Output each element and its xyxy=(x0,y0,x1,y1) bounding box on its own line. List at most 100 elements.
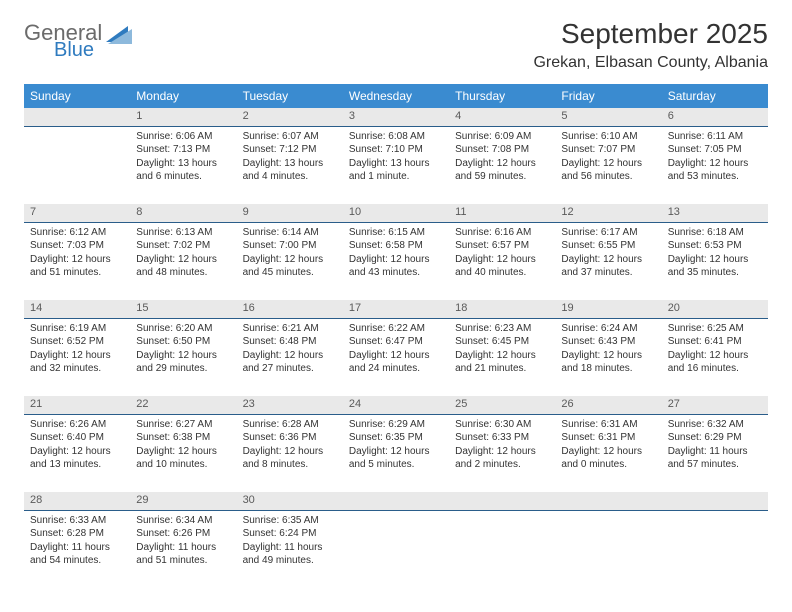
day-content-cell: Sunrise: 6:32 AMSunset: 6:29 PMDaylight:… xyxy=(662,414,768,492)
sunrise-line: Sunrise: 6:27 AM xyxy=(136,418,230,432)
sunset-line: Sunset: 6:31 PM xyxy=(561,431,655,445)
sunset-line: Sunset: 6:50 PM xyxy=(136,335,230,349)
sunset-line: Sunset: 6:41 PM xyxy=(668,335,762,349)
daylight-line: Daylight: 12 hours and 45 minutes. xyxy=(243,253,337,280)
day-content-cell: Sunrise: 6:27 AMSunset: 6:38 PMDaylight:… xyxy=(130,414,236,492)
sunrise-line: Sunrise: 6:21 AM xyxy=(243,322,337,336)
daylight-line: Daylight: 12 hours and 16 minutes. xyxy=(668,349,762,376)
sunrise-line: Sunrise: 6:12 AM xyxy=(30,226,124,240)
sunset-line: Sunset: 7:10 PM xyxy=(349,143,443,157)
day-number-cell: 22 xyxy=(130,396,236,414)
daylight-line: Daylight: 12 hours and 10 minutes. xyxy=(136,445,230,472)
sunrise-line: Sunrise: 6:08 AM xyxy=(349,130,443,144)
sunset-line: Sunset: 6:57 PM xyxy=(455,239,549,253)
month-title: September 2025 xyxy=(533,18,768,50)
sunset-line: Sunset: 6:43 PM xyxy=(561,335,655,349)
sunset-line: Sunset: 6:55 PM xyxy=(561,239,655,253)
day-number-cell: 16 xyxy=(237,300,343,318)
sunset-line: Sunset: 6:40 PM xyxy=(30,431,124,445)
day-number-cell: 5 xyxy=(555,108,661,126)
sunrise-line: Sunrise: 6:24 AM xyxy=(561,322,655,336)
day-content-cell: Sunrise: 6:20 AMSunset: 6:50 PMDaylight:… xyxy=(130,318,236,396)
daylight-line: Daylight: 12 hours and 37 minutes. xyxy=(561,253,655,280)
dow-header-row: Sunday Monday Tuesday Wednesday Thursday… xyxy=(24,84,768,108)
sunset-line: Sunset: 7:02 PM xyxy=(136,239,230,253)
daylight-line: Daylight: 13 hours and 1 minute. xyxy=(349,157,443,184)
day-content-cell: Sunrise: 6:19 AMSunset: 6:52 PMDaylight:… xyxy=(24,318,130,396)
day-content-cell xyxy=(662,510,768,588)
calendar-table: Sunday Monday Tuesday Wednesday Thursday… xyxy=(24,84,768,588)
day-number-row: 21222324252627 xyxy=(24,396,768,414)
day-content-cell xyxy=(449,510,555,588)
dow-header: Friday xyxy=(555,84,661,108)
day-content-cell xyxy=(555,510,661,588)
sunrise-line: Sunrise: 6:26 AM xyxy=(30,418,124,432)
day-content-cell: Sunrise: 6:12 AMSunset: 7:03 PMDaylight:… xyxy=(24,222,130,300)
sunrise-line: Sunrise: 6:09 AM xyxy=(455,130,549,144)
day-content-cell: Sunrise: 6:35 AMSunset: 6:24 PMDaylight:… xyxy=(237,510,343,588)
day-content-cell: Sunrise: 6:08 AMSunset: 7:10 PMDaylight:… xyxy=(343,126,449,204)
day-content-cell: Sunrise: 6:13 AMSunset: 7:02 PMDaylight:… xyxy=(130,222,236,300)
day-content-cell: Sunrise: 6:11 AMSunset: 7:05 PMDaylight:… xyxy=(662,126,768,204)
sunset-line: Sunset: 6:45 PM xyxy=(455,335,549,349)
sunset-line: Sunset: 7:00 PM xyxy=(243,239,337,253)
dow-header: Wednesday xyxy=(343,84,449,108)
sunset-line: Sunset: 7:03 PM xyxy=(30,239,124,253)
day-content-row: Sunrise: 6:33 AMSunset: 6:28 PMDaylight:… xyxy=(24,510,768,588)
header: General Blue September 2025 Grekan, Elba… xyxy=(24,18,768,72)
calendar-page: General Blue September 2025 Grekan, Elba… xyxy=(0,0,792,606)
sunset-line: Sunset: 6:26 PM xyxy=(136,527,230,541)
dow-header: Monday xyxy=(130,84,236,108)
day-number-cell: 13 xyxy=(662,204,768,222)
day-number-cell: 4 xyxy=(449,108,555,126)
day-number-cell: 14 xyxy=(24,300,130,318)
day-content-cell: Sunrise: 6:21 AMSunset: 6:48 PMDaylight:… xyxy=(237,318,343,396)
day-content-cell: Sunrise: 6:29 AMSunset: 6:35 PMDaylight:… xyxy=(343,414,449,492)
sunrise-line: Sunrise: 6:25 AM xyxy=(668,322,762,336)
day-number-cell xyxy=(555,492,661,510)
sunset-line: Sunset: 7:12 PM xyxy=(243,143,337,157)
daylight-line: Daylight: 12 hours and 51 minutes. xyxy=(30,253,124,280)
sunrise-line: Sunrise: 6:30 AM xyxy=(455,418,549,432)
daylight-line: Daylight: 12 hours and 56 minutes. xyxy=(561,157,655,184)
daylight-line: Daylight: 12 hours and 32 minutes. xyxy=(30,349,124,376)
sunrise-line: Sunrise: 6:11 AM xyxy=(668,130,762,144)
sunset-line: Sunset: 6:38 PM xyxy=(136,431,230,445)
daylight-line: Daylight: 12 hours and 27 minutes. xyxy=(243,349,337,376)
sunrise-line: Sunrise: 6:13 AM xyxy=(136,226,230,240)
day-number-cell: 29 xyxy=(130,492,236,510)
day-content-cell: Sunrise: 6:10 AMSunset: 7:07 PMDaylight:… xyxy=(555,126,661,204)
day-content-cell: Sunrise: 6:30 AMSunset: 6:33 PMDaylight:… xyxy=(449,414,555,492)
day-number-cell: 23 xyxy=(237,396,343,414)
day-content-cell: Sunrise: 6:33 AMSunset: 6:28 PMDaylight:… xyxy=(24,510,130,588)
day-number-cell: 6 xyxy=(662,108,768,126)
title-block: September 2025 Grekan, Elbasan County, A… xyxy=(533,18,768,72)
daylight-line: Daylight: 12 hours and 0 minutes. xyxy=(561,445,655,472)
logo-text: General Blue xyxy=(24,22,102,60)
sunset-line: Sunset: 7:05 PM xyxy=(668,143,762,157)
day-content-row: Sunrise: 6:12 AMSunset: 7:03 PMDaylight:… xyxy=(24,222,768,300)
sunset-line: Sunset: 6:24 PM xyxy=(243,527,337,541)
sunrise-line: Sunrise: 6:23 AM xyxy=(455,322,549,336)
day-content-cell: Sunrise: 6:26 AMSunset: 6:40 PMDaylight:… xyxy=(24,414,130,492)
day-number-cell xyxy=(449,492,555,510)
sunrise-line: Sunrise: 6:17 AM xyxy=(561,226,655,240)
daylight-line: Daylight: 12 hours and 53 minutes. xyxy=(668,157,762,184)
sunrise-line: Sunrise: 6:16 AM xyxy=(455,226,549,240)
daylight-line: Daylight: 12 hours and 2 minutes. xyxy=(455,445,549,472)
day-content-cell: Sunrise: 6:22 AMSunset: 6:47 PMDaylight:… xyxy=(343,318,449,396)
sunrise-line: Sunrise: 6:18 AM xyxy=(668,226,762,240)
daylight-line: Daylight: 12 hours and 5 minutes. xyxy=(349,445,443,472)
day-content-cell xyxy=(24,126,130,204)
day-content-cell: Sunrise: 6:31 AMSunset: 6:31 PMDaylight:… xyxy=(555,414,661,492)
dow-header: Sunday xyxy=(24,84,130,108)
day-number-cell: 25 xyxy=(449,396,555,414)
sunset-line: Sunset: 7:13 PM xyxy=(136,143,230,157)
day-number-cell: 12 xyxy=(555,204,661,222)
daylight-line: Daylight: 12 hours and 18 minutes. xyxy=(561,349,655,376)
sunrise-line: Sunrise: 6:35 AM xyxy=(243,514,337,528)
day-content-row: Sunrise: 6:19 AMSunset: 6:52 PMDaylight:… xyxy=(24,318,768,396)
day-number-cell: 30 xyxy=(237,492,343,510)
day-number-cell xyxy=(24,108,130,126)
day-number-cell: 24 xyxy=(343,396,449,414)
